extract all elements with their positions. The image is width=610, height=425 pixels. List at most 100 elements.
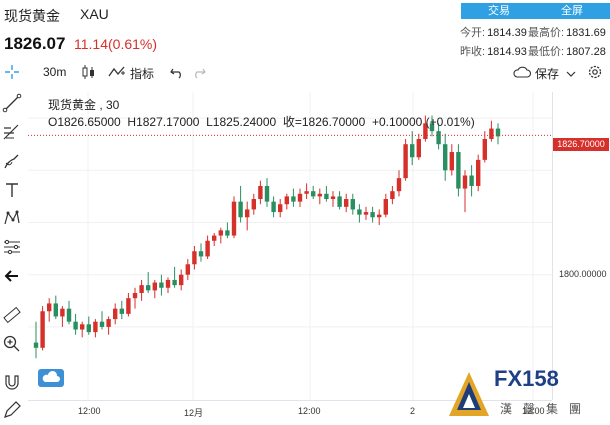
candle[interactable]: [33, 321, 39, 359]
candle[interactable]: [205, 235, 210, 260]
candle[interactable]: [225, 222, 230, 239]
candle[interactable]: [165, 277, 171, 293]
fib-tool-icon[interactable]: [2, 122, 22, 144]
candle[interactable]: [139, 279, 144, 301]
candle[interactable]: [291, 188, 296, 207]
candle[interactable]: [271, 196, 276, 218]
magnet-icon[interactable]: [2, 372, 22, 394]
candle[interactable]: [179, 269, 184, 291]
candle[interactable]: [357, 204, 362, 223]
save-button[interactable]: 保存: [535, 67, 560, 81]
candle[interactable]: [390, 185, 395, 205]
zoom-in-icon[interactable]: [2, 334, 22, 356]
candlestick-chart[interactable]: [28, 92, 552, 400]
candle[interactable]: [363, 206, 369, 220]
candle[interactable]: [264, 178, 270, 207]
candle[interactable]: [99, 311, 105, 330]
fullscreen-button[interactable]: 全屏: [534, 3, 610, 19]
candle[interactable]: [489, 120, 494, 142]
candle[interactable]: [482, 131, 487, 163]
candle[interactable]: [436, 123, 441, 150]
candle[interactable]: [251, 193, 256, 215]
measure-tool-icon[interactable]: [2, 237, 22, 259]
candle[interactable]: [258, 180, 263, 205]
gear-icon[interactable]: [587, 64, 603, 85]
candle[interactable]: [192, 246, 197, 270]
candle[interactable]: [396, 170, 402, 197]
candle[interactable]: [172, 266, 177, 288]
candle[interactable]: [73, 313, 78, 335]
candle[interactable]: [198, 243, 204, 262]
candle-body: [271, 201, 276, 213]
candle[interactable]: [152, 279, 157, 299]
candle[interactable]: [456, 144, 461, 197]
candle[interactable]: [159, 274, 164, 296]
redo-icon[interactable]: [192, 65, 206, 84]
candle[interactable]: [462, 170, 468, 213]
candle[interactable]: [212, 232, 217, 246]
candle[interactable]: [416, 133, 421, 160]
ruler-icon[interactable]: [2, 305, 22, 327]
candle[interactable]: [337, 191, 342, 210]
undo-icon[interactable]: [170, 65, 184, 84]
candle[interactable]: [344, 193, 349, 213]
trend-line-tool-icon[interactable]: [2, 93, 22, 115]
candle[interactable]: [403, 138, 408, 181]
candle[interactable]: [119, 300, 124, 320]
candle[interactable]: [47, 298, 52, 322]
candle[interactable]: [218, 227, 223, 244]
candle[interactable]: [60, 306, 65, 327]
back-arrow-icon[interactable]: [2, 266, 22, 288]
candle[interactable]: [443, 133, 448, 181]
candle[interactable]: [476, 154, 481, 192]
candle[interactable]: [324, 185, 329, 202]
candle[interactable]: [423, 115, 428, 142]
candle[interactable]: [377, 209, 382, 226]
cloud-badge-icon[interactable]: [38, 369, 64, 387]
candle[interactable]: [317, 188, 322, 205]
indicators-icon[interactable]: [108, 64, 126, 85]
candle[interactable]: [245, 201, 250, 231]
candle[interactable]: [410, 131, 415, 166]
candle[interactable]: [40, 306, 45, 351]
chevron-down-icon[interactable]: [566, 66, 576, 84]
candle[interactable]: [80, 321, 85, 338]
candle[interactable]: [132, 287, 138, 309]
candle[interactable]: [93, 319, 98, 338]
pattern-tool-icon[interactable]: [2, 208, 22, 230]
candle[interactable]: [330, 191, 336, 207]
indicators-button[interactable]: 指标: [130, 67, 155, 81]
candle[interactable]: [350, 193, 355, 215]
trade-button[interactable]: 交易: [461, 3, 537, 19]
candle[interactable]: [370, 206, 375, 223]
candle[interactable]: [238, 185, 243, 223]
interval-selector[interactable]: 30m: [43, 65, 67, 79]
candle[interactable]: [146, 272, 151, 293]
candle[interactable]: [126, 292, 131, 317]
candle[interactable]: [304, 183, 309, 200]
candle[interactable]: [231, 196, 237, 239]
time-axis[interactable]: 12:00 12月 12:00 2 12:00: [28, 400, 552, 425]
candle[interactable]: [449, 144, 454, 176]
crosshair-icon[interactable]: [4, 64, 20, 85]
candle[interactable]: [383, 193, 388, 218]
candle[interactable]: [53, 295, 58, 320]
candle[interactable]: [311, 185, 316, 200]
candle[interactable]: [113, 303, 118, 325]
candle[interactable]: [297, 188, 303, 207]
candle[interactable]: [86, 316, 91, 335]
text-tool-icon[interactable]: [2, 180, 22, 202]
candle[interactable]: [106, 316, 111, 335]
candle-style-icon[interactable]: [80, 64, 96, 85]
cloud-icon[interactable]: [512, 65, 532, 84]
candle[interactable]: [284, 193, 289, 210]
candle[interactable]: [469, 165, 474, 197]
candle[interactable]: [429, 115, 435, 137]
brush-tool-icon[interactable]: [2, 151, 22, 173]
lock-pencil-icon[interactable]: [2, 400, 22, 422]
price-axis[interactable]: 1800.00000: [552, 92, 610, 400]
candle[interactable]: [66, 300, 72, 325]
candle[interactable]: [278, 199, 283, 218]
candle[interactable]: [495, 123, 501, 145]
candle[interactable]: [185, 259, 190, 280]
